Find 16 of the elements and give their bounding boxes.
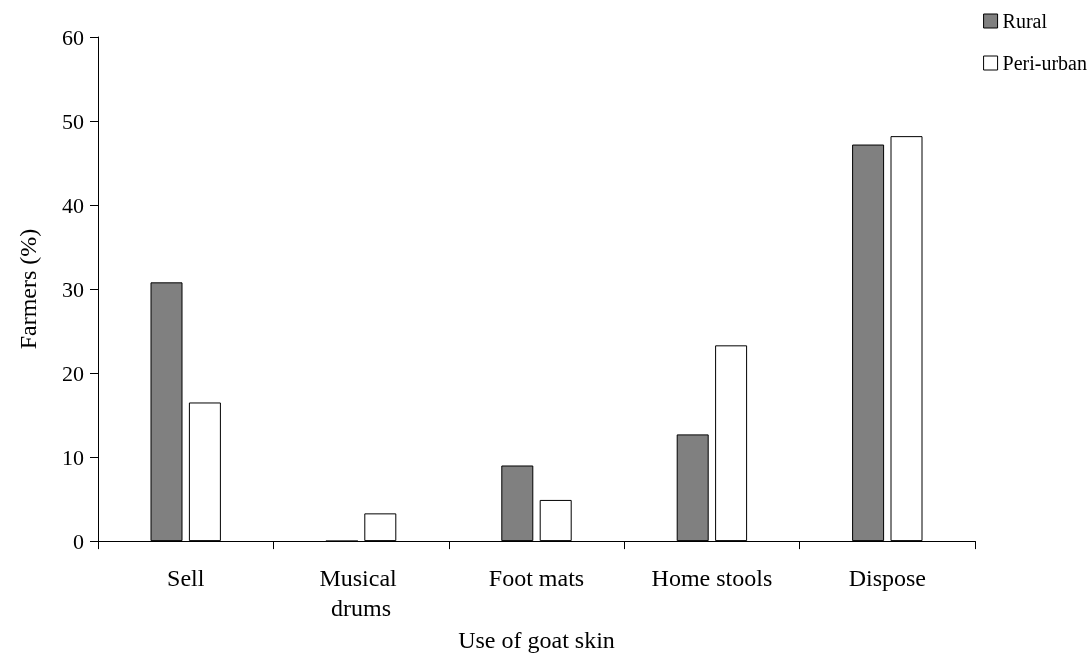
x-tick-label: Home stools <box>651 565 773 592</box>
y-tick-label: 40 <box>62 192 84 218</box>
y-tick-label: 50 <box>62 108 84 134</box>
x-tick-label: Sell <box>167 565 205 592</box>
y-tick-label: 20 <box>62 360 84 386</box>
y-axis-title: Farmers (%) <box>15 228 41 350</box>
y-tick-label: 10 <box>62 444 84 470</box>
x-axis-title: Use of goat skin <box>458 627 615 653</box>
x-tick-label: Dispose <box>848 565 926 592</box>
legend-label: Peri-urban <box>1002 52 1088 74</box>
x-tick-label: Musical drums <box>319 565 403 622</box>
y-tick-label: 30 <box>62 276 84 302</box>
legend-label: Rural <box>1002 10 1048 32</box>
x-tick-label: Foot mats <box>488 565 585 592</box>
y-tick-label: 60 <box>62 24 84 50</box>
y-tick-label: 0 <box>73 528 84 554</box>
